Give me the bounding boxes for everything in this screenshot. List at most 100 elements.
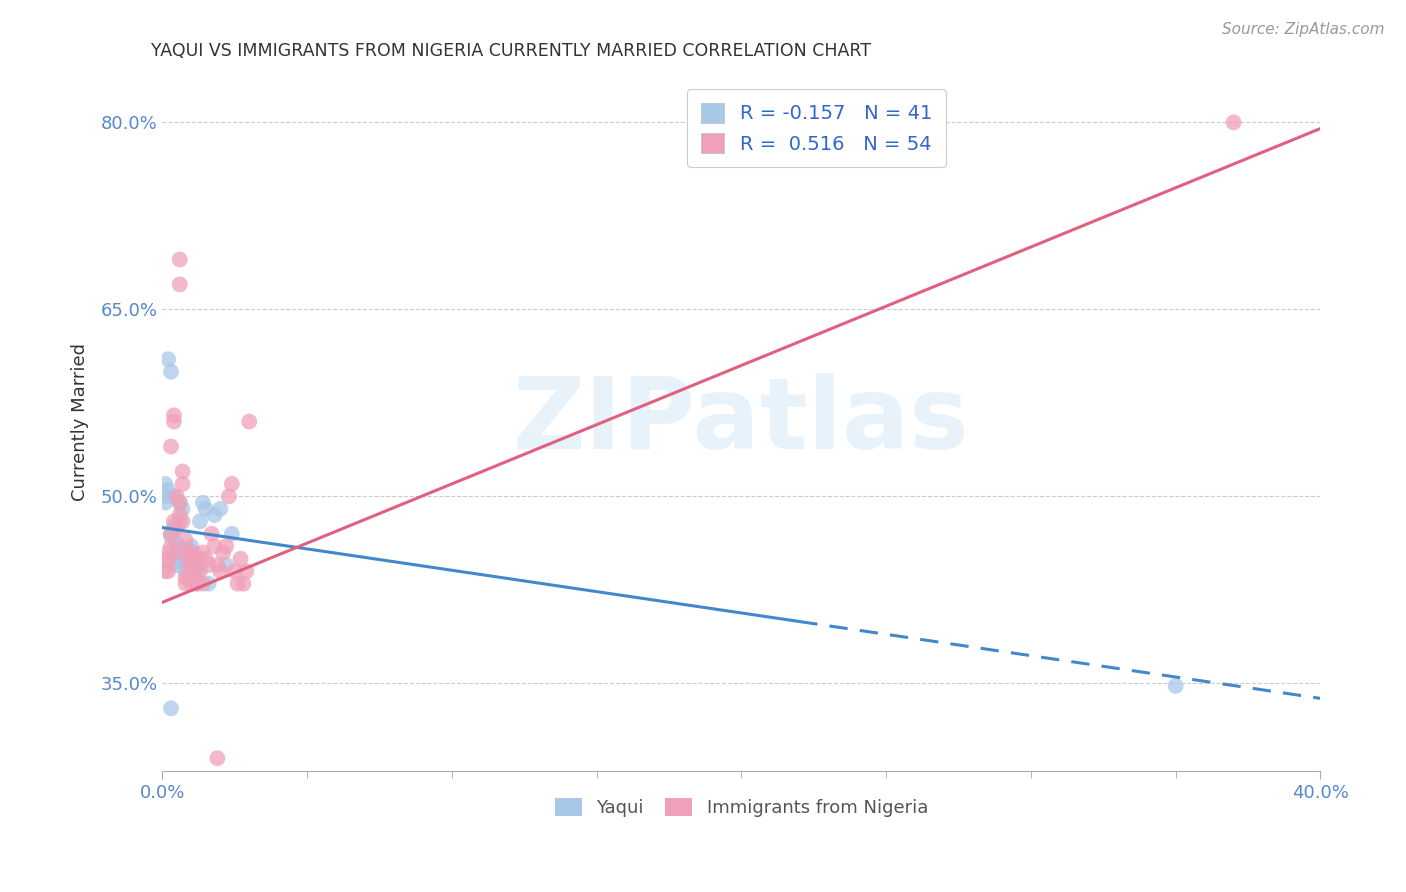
Point [169, 277, 191, 292]
Point [169, 495, 191, 509]
Point [183, 558, 205, 572]
Point [166, 558, 188, 572]
Point [215, 539, 238, 553]
Point [155, 564, 177, 578]
Point [157, 352, 180, 367]
Point [172, 550, 194, 565]
Point [160, 701, 183, 715]
Point [172, 476, 194, 491]
Point [163, 519, 186, 533]
Point [160, 539, 183, 553]
Point [197, 558, 219, 572]
Point [204, 508, 226, 522]
Point [221, 526, 243, 541]
Text: YAQUI VS IMMIGRANTS FROM NIGERIA CURRENTLY MARRIED CORRELATION CHART: YAQUI VS IMMIGRANTS FROM NIGERIA CURRENT… [150, 42, 870, 60]
Point [155, 495, 177, 509]
Point [183, 545, 205, 559]
Point [186, 576, 208, 591]
Text: ZIPatlas: ZIPatlas [513, 373, 970, 470]
Text: Source: ZipAtlas.com: Source: ZipAtlas.com [1222, 22, 1385, 37]
Point [226, 576, 249, 591]
Point [229, 551, 252, 566]
Point [163, 409, 186, 423]
Point [166, 489, 188, 503]
Point [160, 526, 183, 541]
Point [197, 576, 219, 591]
Point [155, 476, 177, 491]
Point [166, 554, 188, 568]
Point [212, 545, 235, 559]
Point [194, 501, 217, 516]
Point [207, 751, 229, 765]
Point [177, 558, 200, 572]
Point [186, 576, 208, 591]
Legend: Yaqui, Immigrants from Nigeria: Yaqui, Immigrants from Nigeria [547, 790, 935, 824]
Point [166, 539, 188, 553]
Point [180, 554, 202, 568]
Point [218, 489, 240, 503]
Point [186, 551, 208, 566]
Point [188, 514, 211, 528]
Y-axis label: Currently Married: Currently Married [72, 343, 89, 500]
Point [172, 501, 194, 516]
Point [174, 570, 197, 584]
Point [172, 548, 194, 562]
Point [191, 545, 214, 559]
Point [155, 489, 177, 503]
Point [157, 483, 180, 497]
Point [191, 576, 214, 591]
Point [177, 569, 200, 583]
Point [177, 541, 200, 556]
Point [157, 554, 180, 568]
Point [174, 576, 197, 591]
Point [174, 559, 197, 574]
Point [180, 576, 202, 591]
Point [180, 545, 202, 559]
Point [209, 501, 232, 516]
Point [169, 495, 191, 509]
Point [221, 476, 243, 491]
Point [204, 539, 226, 553]
Point [174, 545, 197, 559]
Point [172, 514, 194, 528]
Point [166, 545, 188, 559]
Point [186, 564, 208, 578]
Point [160, 365, 183, 379]
Point [160, 440, 183, 454]
Point [188, 564, 211, 578]
Point [232, 576, 254, 591]
Point [183, 564, 205, 578]
Point [169, 252, 191, 267]
Point [235, 564, 257, 578]
Point [169, 508, 191, 522]
Point [207, 558, 229, 572]
Point [163, 415, 186, 429]
Point [163, 489, 186, 503]
Point [157, 564, 180, 578]
Point [180, 539, 202, 553]
Point [163, 514, 186, 528]
Point [172, 465, 194, 479]
Point [177, 545, 200, 559]
Point [166, 537, 188, 551]
Point [209, 564, 232, 578]
Point [180, 551, 202, 566]
Point [174, 533, 197, 547]
Point [224, 564, 246, 578]
Point [215, 558, 238, 572]
Point [155, 551, 177, 566]
Point [191, 495, 214, 509]
Point [194, 551, 217, 566]
Point [200, 526, 222, 541]
Point [174, 564, 197, 578]
Point [1222, 115, 1244, 129]
Point [1164, 679, 1187, 693]
Point [169, 551, 191, 566]
Point [163, 523, 186, 537]
Point [238, 415, 260, 429]
Point [160, 529, 183, 543]
Point [166, 520, 188, 534]
Point [160, 526, 183, 541]
Point [169, 514, 191, 528]
Point [157, 545, 180, 559]
